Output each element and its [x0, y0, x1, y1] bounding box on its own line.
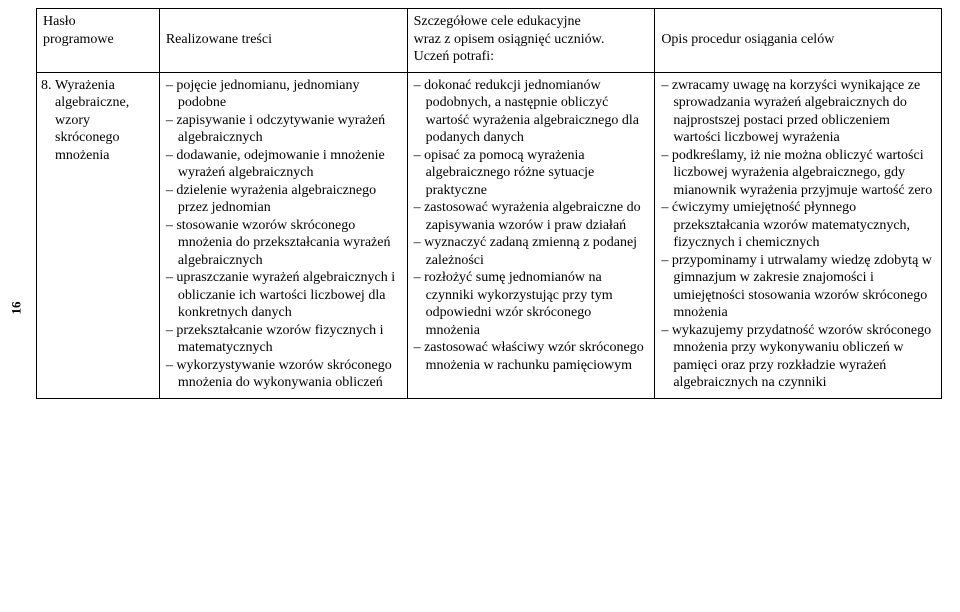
topic-cell: 8. Wyrażenia algebraiczne, wzory skrócon…	[37, 72, 160, 398]
list-item: stosowanie wzorów skróconego mnożenia do…	[166, 217, 401, 270]
goals-cell: dokonać redukcji jednomianów podobnych, …	[407, 72, 655, 398]
content-cell: pojęcie jednomianu, jednomiany podobne z…	[159, 72, 407, 398]
list-item: dokonać redukcji jednomianów podobnych, …	[414, 77, 649, 147]
list-item: rozłożyć sumę jednomianów na czynniki wy…	[414, 269, 649, 339]
list-item: zastosować właściwy wzór skróconego mnoż…	[414, 339, 649, 374]
list-item: wykazujemy przydatność wzorów skróconego…	[661, 322, 935, 392]
list-item: dodawanie, odejmowanie i mnożenie wyraże…	[166, 147, 401, 182]
list-item: pojęcie jednomianu, jednomiany podobne	[166, 77, 401, 112]
list-item: wyznaczyć zadaną zmienną z podanej zależ…	[414, 234, 649, 269]
curriculum-table: Hasło programowe Realizowane treści Szcz…	[36, 8, 942, 399]
goals-list: dokonać redukcji jednomianów podobnych, …	[414, 77, 649, 375]
page-number: 16	[9, 302, 25, 315]
list-item: ćwiczymy umiejętność płynnego przekształ…	[661, 199, 935, 252]
list-item: przekształcanie wzorów fizycznych i mate…	[166, 322, 401, 357]
header-col3: Szczegółowe cele edukacyjne wraz z opise…	[407, 9, 655, 73]
content-list: pojęcie jednomianu, jednomiany podobne z…	[166, 77, 401, 392]
list-item: zastosować wyrażenia algebraiczne do zap…	[414, 199, 649, 234]
table-row: 8. Wyrażenia algebraiczne, wzory skrócon…	[37, 72, 942, 398]
table-header-row: Hasło programowe Realizowane treści Szcz…	[37, 9, 942, 73]
list-item: opisać za pomocą wyrażenia algebraiczneg…	[414, 147, 649, 200]
list-item: upraszczanie wyrażeń algebraicznych i ob…	[166, 269, 401, 322]
list-item: zwracamy uwagę na korzyści wynikające ze…	[661, 77, 935, 147]
header-col1: Hasło programowe	[37, 9, 160, 73]
header-col2: Realizowane treści	[159, 9, 407, 73]
list-item: zapisywanie i odczytywanie wyrażeń algeb…	[166, 112, 401, 147]
list-item: podkreślamy, iż nie można obliczyć warto…	[661, 147, 935, 200]
list-item: dzielenie wyrażenia algebraicznego przez…	[166, 182, 401, 217]
procedures-cell: zwracamy uwagę na korzyści wynikające ze…	[655, 72, 942, 398]
procedures-list: zwracamy uwagę na korzyści wynikające ze…	[661, 77, 935, 392]
list-item: przypominamy i utrwalamy wiedzę zdobytą …	[661, 252, 935, 322]
list-item: wykorzystywanie wzorów skróconego mnożen…	[166, 357, 401, 392]
header-col4: Opis procedur osiągania celów	[655, 9, 942, 73]
